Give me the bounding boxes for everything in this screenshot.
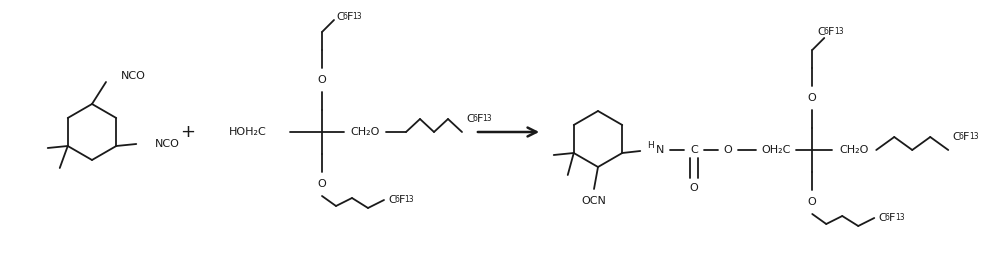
Text: 6: 6 (394, 195, 399, 204)
Text: 6: 6 (473, 114, 477, 123)
Text: N: N (656, 145, 664, 155)
Text: OH₂C: OH₂C (762, 145, 791, 155)
Text: NCO: NCO (155, 139, 180, 149)
Text: NCO: NCO (121, 71, 146, 81)
Text: O: O (318, 75, 326, 85)
Text: F: F (889, 213, 895, 223)
Text: 6: 6 (824, 27, 829, 36)
Text: 6: 6 (342, 12, 347, 21)
Text: F: F (828, 27, 834, 37)
Text: C: C (952, 132, 960, 142)
Text: 13: 13 (353, 12, 362, 21)
Text: O: O (808, 197, 817, 207)
Text: O: O (690, 183, 699, 193)
Text: F: F (347, 12, 353, 22)
Text: 13: 13 (482, 114, 492, 123)
Text: O: O (318, 179, 326, 189)
Text: C: C (817, 27, 825, 37)
Text: F: F (963, 132, 969, 142)
Text: C: C (690, 145, 698, 155)
Text: F: F (477, 114, 483, 124)
Text: 6: 6 (959, 132, 964, 141)
Text: 13: 13 (834, 27, 843, 36)
Text: CH₂O: CH₂O (840, 145, 869, 155)
Text: 13: 13 (969, 132, 978, 141)
Text: +: + (180, 123, 196, 141)
Text: F: F (399, 195, 405, 205)
Text: C: C (878, 213, 886, 223)
Text: 6: 6 (885, 213, 890, 222)
Text: C: C (336, 12, 344, 22)
Text: 13: 13 (404, 195, 414, 204)
Text: 13: 13 (895, 213, 904, 222)
Text: O: O (808, 93, 817, 103)
Text: O: O (724, 145, 733, 155)
Text: OCN: OCN (582, 196, 606, 206)
Text: C: C (388, 195, 396, 205)
Text: C: C (466, 114, 474, 124)
Text: HOH₂C: HOH₂C (229, 127, 267, 137)
Text: CH₂O: CH₂O (350, 127, 380, 137)
Text: H: H (647, 140, 654, 150)
